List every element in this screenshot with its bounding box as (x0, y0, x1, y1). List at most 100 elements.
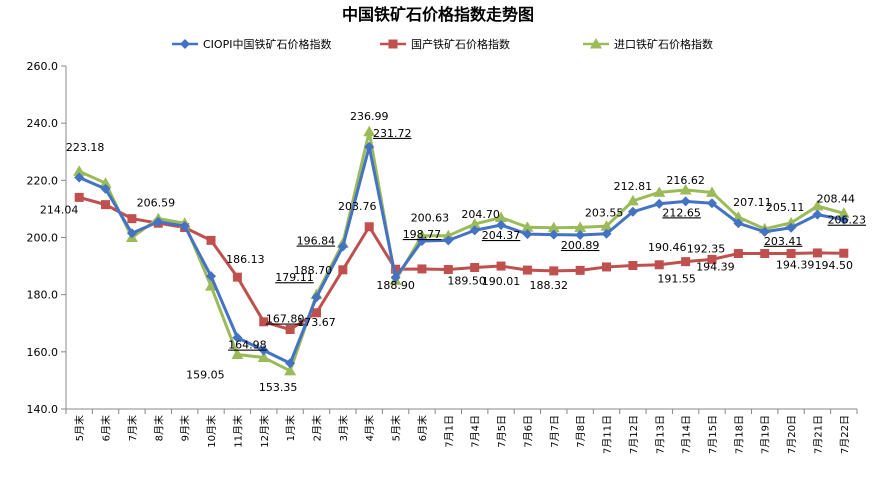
data-label: 192.35 (687, 242, 726, 255)
series-point (600, 220, 613, 231)
series-point (364, 141, 375, 152)
series-point (417, 264, 427, 274)
y-tick-label: 140.0 (27, 403, 59, 416)
series-point (180, 39, 190, 49)
data-label: 207.11 (733, 196, 772, 209)
series-point (443, 265, 453, 275)
data-label: 159.05 (186, 369, 225, 382)
y-tick-label: 200.0 (27, 232, 59, 245)
series-point (364, 222, 374, 232)
series-point (416, 236, 427, 247)
series-point (548, 229, 559, 240)
series-point (338, 265, 348, 275)
series-point (258, 345, 269, 356)
x-tick-label: 7月21日 (812, 415, 824, 454)
series-point (284, 364, 297, 376)
series-point (496, 261, 506, 271)
series-point (574, 221, 587, 232)
series-point (127, 214, 137, 224)
legend-label: 国产铁矿石价格指数 (411, 37, 510, 51)
data-label: 212.81 (614, 180, 653, 193)
series-point (679, 183, 692, 195)
series-point (549, 266, 559, 276)
series-point (627, 206, 638, 217)
data-labels: 223.18 214.04 206.59 186.13 164.98 159.05 167.… (40, 110, 866, 394)
x-tick-label: 7月11日 (602, 415, 614, 454)
series-point (705, 186, 718, 197)
data-label: 196.84 (297, 235, 336, 248)
data-label: 194.39 (776, 259, 815, 272)
data-label: 167.80 (266, 313, 305, 326)
series-point (231, 348, 244, 360)
x-tick-label: 5月末 (390, 415, 403, 441)
series-point (602, 262, 612, 272)
series-point (99, 177, 112, 188)
data-label: 194.50 (815, 259, 854, 272)
series-point (257, 351, 270, 363)
series-point (206, 271, 217, 282)
legend-item: 国产铁矿石价格指数 (380, 37, 510, 51)
series-point (101, 200, 111, 210)
series-point (786, 222, 797, 233)
series-layer (73, 125, 850, 376)
x-tick-label: 7月12日 (628, 415, 640, 454)
y-tick-label: 220.0 (27, 174, 59, 187)
x-tick-label: 7月1日 (443, 415, 455, 448)
series-point (653, 186, 666, 197)
x-tick-label: 7月18日 (733, 415, 745, 454)
series-point (547, 221, 560, 233)
x-tick-label: 7月4日 (470, 415, 482, 448)
data-label: 205.11 (766, 201, 805, 214)
series-point (311, 292, 322, 303)
series-point (285, 358, 296, 369)
series-point (590, 38, 602, 49)
x-tick-label: 7月15日 (707, 415, 719, 454)
series-point (707, 254, 717, 264)
x-tick-label: 5月末 (73, 415, 86, 441)
series-point (415, 229, 428, 241)
series-line (78, 145, 845, 365)
series-point (469, 225, 480, 236)
series-point (760, 249, 770, 259)
data-label: 198.77 (403, 228, 442, 241)
series-point (391, 264, 401, 274)
series-point (786, 249, 796, 259)
series-point (628, 261, 638, 271)
series-point (522, 229, 533, 240)
series-point (654, 198, 665, 209)
x-tick-label: 8月末 (152, 415, 165, 441)
series-point (285, 325, 295, 335)
series-point (759, 226, 770, 237)
legend: CIOPI中国铁矿石价格指数 国产铁矿石价格指数 进口铁矿石价格指数 (172, 37, 713, 51)
series-point (681, 257, 691, 267)
data-label: 236.99 (350, 110, 389, 123)
data-label: 208.44 (817, 192, 856, 205)
data-label: 189.50 (447, 275, 486, 288)
series-point (575, 265, 585, 275)
series-point (259, 317, 269, 327)
data-label: 203.55 (585, 206, 624, 219)
series-point (206, 235, 216, 245)
series-point (100, 183, 111, 194)
series-point (337, 241, 348, 252)
data-label: 153.35 (259, 381, 298, 394)
series-point (654, 260, 664, 270)
series-point (601, 228, 612, 239)
data-label: 186.13 (226, 253, 265, 266)
x-tick-label: 6月末 (100, 415, 113, 441)
legend-item: 进口铁矿石价格指数 (583, 37, 713, 51)
x-tick-label: 11月末 (231, 415, 244, 448)
data-label: 200.63 (411, 212, 450, 225)
x-tick-label: 7月14日 (681, 415, 693, 454)
x-tick-label: 7月末 (126, 415, 139, 441)
legend-item: CIOPI中国铁矿石价格指数 (172, 37, 331, 51)
series-group (74, 192, 849, 335)
series-point (521, 221, 534, 232)
series-point (812, 248, 822, 258)
data-label: 214.04 (40, 203, 79, 216)
series-point (232, 332, 243, 343)
x-tick-label: 7月19日 (760, 415, 772, 454)
series-line (78, 130, 845, 373)
